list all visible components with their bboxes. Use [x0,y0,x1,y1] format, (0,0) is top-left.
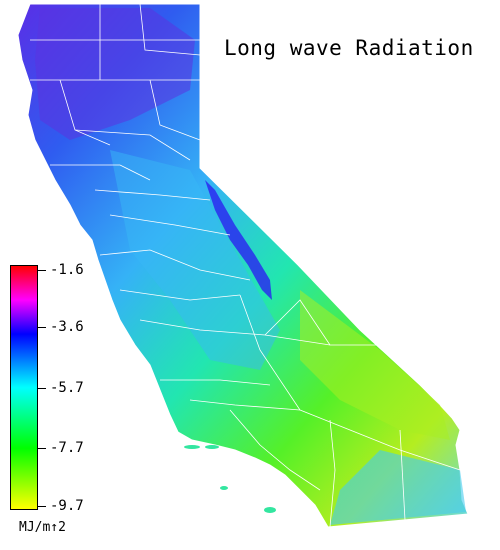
desert-region-shade [300,290,450,440]
county-borders [30,3,461,528]
channel-islands [184,445,276,513]
legend-tick-label: -1.6 [50,262,84,278]
legend-tick-label: -5.7 [50,380,84,396]
north-region-shade [35,8,195,140]
legend-tick-label: -3.6 [50,319,84,335]
color-scale-bar [10,265,38,510]
legend-tick [38,327,46,328]
legend-unit: MJ/m↑2 [19,520,66,535]
legend-tick [38,270,46,271]
legend-tick [38,506,46,507]
legend-tick-label: -9.7 [50,498,84,514]
south-coast-shade [330,450,466,525]
map-title: Long wave Radiation [224,36,474,60]
legend-tick [38,388,46,389]
central-valley-shade [110,150,280,370]
legend-tick [38,448,46,449]
legend-tick-label: -7.7 [50,440,84,456]
sierra-peaks [205,180,272,300]
